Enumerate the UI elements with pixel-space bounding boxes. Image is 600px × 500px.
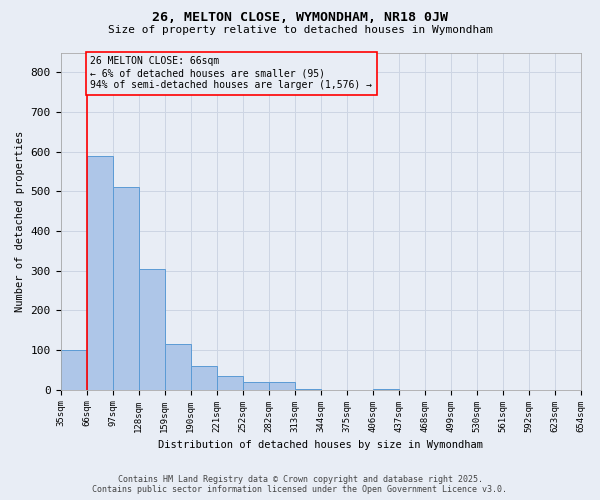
Bar xyxy=(242,382,269,390)
Bar xyxy=(61,350,86,390)
Text: Contains HM Land Registry data © Crown copyright and database right 2025.
Contai: Contains HM Land Registry data © Crown c… xyxy=(92,474,508,494)
Bar xyxy=(139,268,164,390)
Text: Size of property relative to detached houses in Wymondham: Size of property relative to detached ho… xyxy=(107,25,493,35)
Bar xyxy=(217,376,242,390)
Bar xyxy=(191,366,217,390)
Bar xyxy=(113,188,139,390)
Bar xyxy=(86,156,113,390)
Y-axis label: Number of detached properties: Number of detached properties xyxy=(15,130,25,312)
Text: 26 MELTON CLOSE: 66sqm
← 6% of detached houses are smaller (95)
94% of semi-deta: 26 MELTON CLOSE: 66sqm ← 6% of detached … xyxy=(91,56,373,90)
Bar xyxy=(269,382,295,390)
Bar xyxy=(164,344,191,390)
Text: 26, MELTON CLOSE, WYMONDHAM, NR18 0JW: 26, MELTON CLOSE, WYMONDHAM, NR18 0JW xyxy=(152,11,448,24)
X-axis label: Distribution of detached houses by size in Wymondham: Distribution of detached houses by size … xyxy=(158,440,483,450)
